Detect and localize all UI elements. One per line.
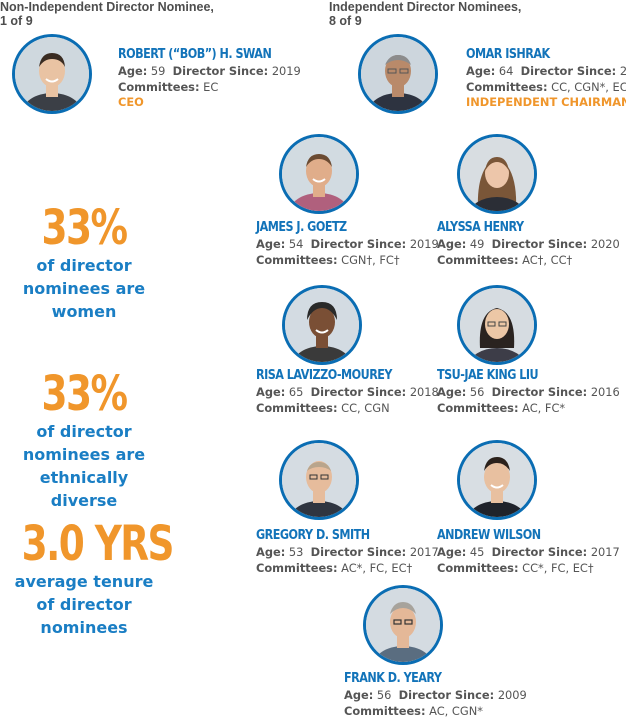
director-committees: Committees: AC*, FC, EC† xyxy=(256,561,413,575)
stat-tenure: 3.0 YRS average tenure of director nomin… xyxy=(4,516,175,639)
director-age-since: Age: 49 Director Since: 2020 xyxy=(437,237,620,251)
stat-caption: average tenure of director nominees xyxy=(14,572,154,637)
director-committees: Committees: CC, CGN xyxy=(256,401,390,415)
director-name: ROBERT (“BOB”) H. SWAN xyxy=(118,47,272,62)
director-photo-swan xyxy=(12,34,92,114)
stat-value: 33% xyxy=(41,200,128,256)
non-independent-header: Non-Independent Director Nominee, 1 of 9 xyxy=(0,0,214,28)
director-committees: Committees: EC xyxy=(118,80,219,94)
director-age-since: Age: 64 Director Since: 2017 xyxy=(466,64,626,78)
director-committees: Committees: CC*, FC, EC† xyxy=(437,561,594,575)
director-card-yeary: FRANK D. YEARY Age: 56 Director Since: 2… xyxy=(344,670,534,719)
director-committees: Committees: CC, CGN*, EC* xyxy=(466,80,626,94)
director-photo-henry xyxy=(457,134,537,214)
director-name: ALYSSA HENRY xyxy=(437,220,524,235)
director-committees: Committees: CGN†, FC† xyxy=(256,253,400,267)
director-age-since: Age: 56 Director Since: 2009 xyxy=(344,688,527,702)
director-age-since: Age: 59 Director Since: 2019 xyxy=(118,64,301,78)
director-name: OMAR ISHRAK xyxy=(466,47,550,62)
director-age-since: Age: 45 Director Since: 2017 xyxy=(437,545,620,559)
director-card-wilson: ANDREW WILSON Age: 45 Director Since: 20… xyxy=(437,527,626,576)
director-name: RISA LAVIZZO-MOUREY xyxy=(256,368,393,383)
director-name: GREGORY D. SMITH xyxy=(256,528,370,543)
stat-women: 33% of director nominees are women xyxy=(4,202,164,323)
stat-caption: of director nominees are ethnically dive… xyxy=(22,422,146,510)
director-photo-ishrak xyxy=(358,34,438,114)
director-name: JAMES J. GOETZ xyxy=(256,220,347,235)
director-committees: Committees: AC†, CC† xyxy=(437,253,573,267)
director-role: INDEPENDENT CHAIRMAN xyxy=(466,95,626,109)
director-photo-wilson xyxy=(457,440,537,520)
director-photo-smith xyxy=(279,440,359,520)
director-photo-goetz xyxy=(279,134,359,214)
director-name: FRANK D. YEARY xyxy=(344,671,442,686)
director-age-since: Age: 54 Director Since: 2019 xyxy=(256,237,439,251)
director-age-since: Age: 56 Director Since: 2016 xyxy=(437,385,620,399)
director-age-since: Age: 65 Director Since: 2018 xyxy=(256,385,439,399)
director-card-henry: ALYSSA HENRY Age: 49 Director Since: 202… xyxy=(437,219,626,268)
director-photo-yeary xyxy=(363,585,443,665)
director-card-lavizzo-mourey: RISA LAVIZZO-MOUREY Age: 65 Director Sin… xyxy=(256,367,446,416)
director-age-since: Age: 53 Director Since: 2017 xyxy=(256,545,439,559)
director-role: CEO xyxy=(118,95,144,109)
stat-value: 3.0 YRS xyxy=(21,516,175,572)
independent-header-line1: Independent Director Nominees, xyxy=(329,0,522,14)
director-photo-liu xyxy=(457,285,537,365)
stat-value: 33% xyxy=(41,366,128,422)
director-card-swan: ROBERT (“BOB”) H. SWAN Age: 59 Director … xyxy=(118,46,308,110)
non-independent-header-line1: Non-Independent Director Nominee, xyxy=(0,0,214,14)
director-committees: Committees: AC, CGN* xyxy=(344,704,483,718)
independent-header: Independent Director Nominees, 8 of 9 xyxy=(329,0,521,28)
director-photo-lavizzo-mourey xyxy=(282,285,362,365)
independent-header-line2: 8 of 9 xyxy=(329,14,362,28)
director-card-smith: GREGORY D. SMITH Age: 53 Director Since:… xyxy=(256,527,446,576)
stat-caption: of director nominees are women xyxy=(22,256,146,321)
director-card-goetz: JAMES J. GOETZ Age: 54 Director Since: 2… xyxy=(256,219,446,268)
director-name: TSU-JAE KING LIU xyxy=(437,368,539,383)
director-card-liu: TSU-JAE KING LIU Age: 56 Director Since:… xyxy=(437,367,626,416)
director-committees: Committees: AC, FC* xyxy=(437,401,566,415)
stat-ethnic-diversity: 33% of director nominees are ethnically … xyxy=(4,368,164,512)
director-name: ANDREW WILSON xyxy=(437,528,541,543)
director-card-ishrak: OMAR ISHRAK Age: 64 Director Since: 2017… xyxy=(466,46,626,110)
non-independent-header-line2: 1 of 9 xyxy=(0,14,33,28)
